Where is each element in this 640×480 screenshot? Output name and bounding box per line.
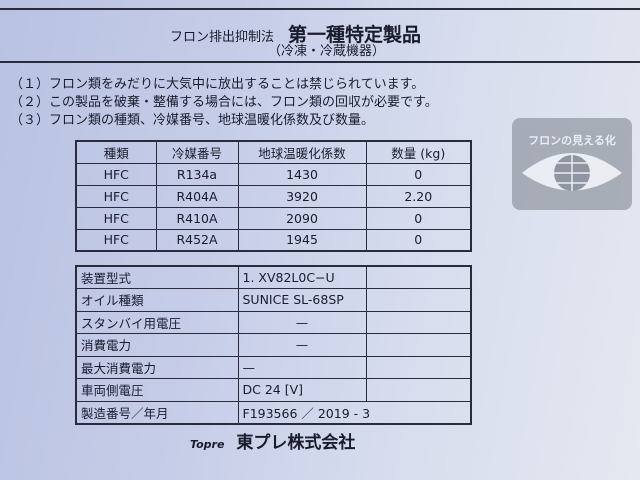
table-row: HFC R410A 2090 0 [75, 206, 472, 230]
table-cell: R452A [155, 228, 239, 252]
notes: （１）フロン類をみだりに大気中に放出することは禁じられています。 （２）この製品… [10, 76, 438, 130]
top-rule [0, 8, 640, 10]
empty-cell [365, 310, 472, 334]
table-header-row: 種類 冷媒番号 地球温暖化係数 数量 (kg) [75, 140, 472, 164]
spec-label: 製造番号／年月 [75, 400, 239, 424]
spec-value: — [237, 310, 367, 334]
spec-value: — [237, 333, 367, 357]
law-name: フロン排出抑制法 [170, 30, 275, 45]
table-cell: HFC [75, 184, 157, 208]
table-cell: R410A [155, 206, 239, 230]
logo-text: フロンの見える化 [528, 134, 616, 147]
table-row: 装置型式 1. XV82L0C−U [75, 265, 472, 289]
spec-table: 装置型式 1. XV82L0C−U オイル種類 SUNICE SL-68SP スタンバイ… [75, 265, 472, 425]
table-row: 消費電力 — [75, 333, 472, 357]
spec-label: 装置型式 [75, 265, 239, 289]
brand-logo: Topre [190, 438, 225, 451]
spec-value: SUNICE SL-68SP [237, 288, 367, 312]
spec-value: F193566 ／ 2019 - 3 [237, 400, 472, 424]
refrigerant-table: 種類 冷媒番号 地球温暖化係数 数量 (kg) HFC R134a 1430 0 HFC R404… [75, 140, 472, 252]
column-header: 地球温暖化係数 [237, 140, 367, 164]
table-row: HFC R134a 1430 0 [75, 162, 472, 186]
title: フロン排出抑制法 第一種特定製品 [170, 20, 421, 47]
spec-label: 消費電力 [75, 333, 239, 357]
empty-cell [365, 355, 472, 379]
table-row: 車両側電圧 DC 24 [V] [75, 378, 472, 402]
spec-label: オイル種類 [75, 288, 239, 312]
empty-cell [365, 333, 472, 357]
product-category: 第一種特定製品 [288, 24, 422, 46]
spec-value: DC 24 [V] [237, 378, 367, 402]
spec-label: 最大消費電力 [75, 355, 239, 379]
table-cell: HFC [75, 206, 157, 230]
empty-cell [365, 265, 472, 289]
column-header: 種類 [75, 140, 157, 164]
table-row: オイル種類 SUNICE SL-68SP [75, 288, 472, 312]
empty-cell [365, 288, 472, 312]
note: （２）この製品を破棄・整備する場合には、フロン類の回収が必要です。 [10, 95, 438, 110]
column-header: 数量 (kg) [365, 140, 472, 164]
table-cell: 3920 [237, 184, 367, 208]
table-cell: 0 [365, 206, 472, 230]
note: （１）フロン類をみだりに大気中に放出することは禁じられています。 [10, 77, 425, 92]
header-rule [0, 61, 640, 63]
table-cell: 0 [365, 228, 472, 252]
table-row: 製造番号／年月 F193566 ／ 2019 - 3 [75, 400, 472, 424]
note: （３）フロン類の種類、冷媒番号、地球温暖化係数及び数量。 [10, 113, 375, 128]
table-cell: 2.20 [365, 184, 472, 208]
spec-label: スタンバイ用電圧 [75, 310, 239, 334]
table-cell: 2090 [237, 206, 367, 230]
table-cell: 1945 [237, 228, 367, 252]
manufacturer: Topre 東プレ株式会社 [190, 428, 355, 453]
table-row: 最大消費電力 — [75, 355, 472, 379]
table-cell: 1430 [237, 162, 367, 186]
eye-globe-icon [522, 153, 622, 191]
table-row: スタンバイ用電圧 — [75, 310, 472, 334]
table-cell: R134a [155, 162, 239, 186]
spec-value: 1. XV82L0C−U [237, 265, 367, 289]
spec-label: 車両側電圧 [75, 378, 239, 402]
empty-cell [365, 378, 472, 402]
logo: フロンの見える化 [512, 118, 632, 210]
table-row: HFC R452A 1945 0 [75, 228, 472, 252]
table-cell: HFC [75, 162, 157, 186]
column-header: 冷媒番号 [155, 140, 239, 164]
table-cell: R404A [155, 184, 239, 208]
table-cell: 0 [365, 162, 472, 186]
table-row: HFC R404A 3920 2.20 [75, 184, 472, 208]
subtitle: （冷凍・冷蔵機器） [268, 44, 386, 59]
company-name: 東プレ株式会社 [236, 433, 356, 453]
spec-value: — [237, 355, 367, 379]
table-cell: HFC [75, 228, 157, 252]
